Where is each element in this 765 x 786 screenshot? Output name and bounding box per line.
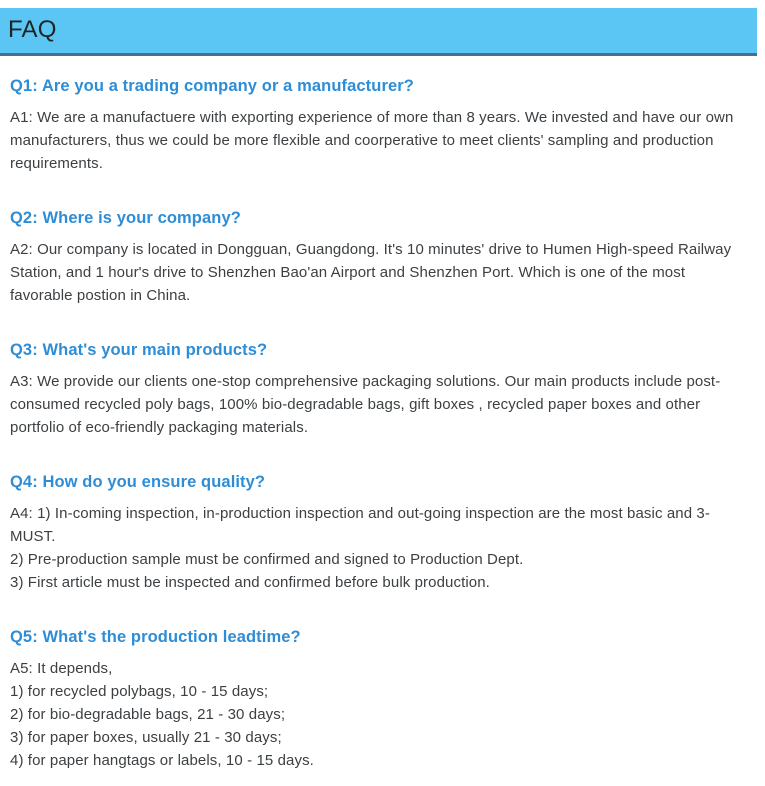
faq-item: Q2: Where is your company? A2: Our compa… [10, 208, 751, 307]
faq-answer-line: 3) First article must be inspected and c… [10, 574, 490, 591]
faq-answer-line: 4) for paper hangtags or labels, 10 - 15… [10, 752, 314, 769]
faq-question: Q4: How do you ensure quality? [10, 473, 266, 491]
faq-answer-line: 1) for recycled polybags, 10 - 15 days; [10, 683, 269, 700]
faq-answer-line: A4: 1) In-coming inspection, in-producti… [10, 505, 710, 545]
page-title: FAQ [8, 16, 57, 43]
faq-item: Q3: What's your main products? A3: We pr… [10, 340, 751, 439]
faq-answer: A5: It depends, 1) for recycled polybags,… [10, 657, 751, 772]
faq-answer-line: 3) for paper boxes, usually 21 - 30 days… [10, 729, 282, 746]
faq-answer: A2: Our company is located in Dongguan, … [10, 238, 751, 307]
faq-answer-line: A1: We are a manufactuere with exporting… [10, 109, 734, 172]
faq-answer-line: 2) for bio-degradable bags, 21 - 30 days… [10, 706, 286, 723]
faq-answer: A4: 1) In-coming inspection, in-producti… [10, 502, 751, 594]
faq-item: Q5: What's the production leadtime? A5: … [10, 627, 751, 772]
faq-answer-line: A3: We provide our clients one-stop comp… [10, 373, 721, 436]
faq-item: Q1: Are you a trading company or a manuf… [10, 76, 751, 175]
faq-answer-line: 2) Pre-production sample must be confirm… [10, 551, 524, 568]
faq-answer: A1: We are a manufactuere with exporting… [10, 106, 751, 175]
faq-question: Q3: What's your main products? [10, 341, 268, 359]
faq-question: Q2: Where is your company? [10, 209, 241, 227]
faq-question: Q5: What's the production leadtime? [10, 628, 301, 646]
faq-list: Q1: Are you a trading company or a manuf… [0, 76, 765, 786]
faq-answer-line: A2: Our company is located in Dongguan, … [10, 241, 732, 304]
faq-page: FAQ Q1: Are you a trading company or a m… [0, 8, 765, 786]
faq-question: Q1: Are you a trading company or a manuf… [10, 77, 414, 95]
faq-item: Q4: How do you ensure quality? A4: 1) In… [10, 472, 751, 594]
section-header-bar: FAQ [0, 8, 757, 56]
faq-answer: A3: We provide our clients one-stop comp… [10, 370, 751, 439]
faq-answer-line: A5: It depends, [10, 660, 113, 677]
